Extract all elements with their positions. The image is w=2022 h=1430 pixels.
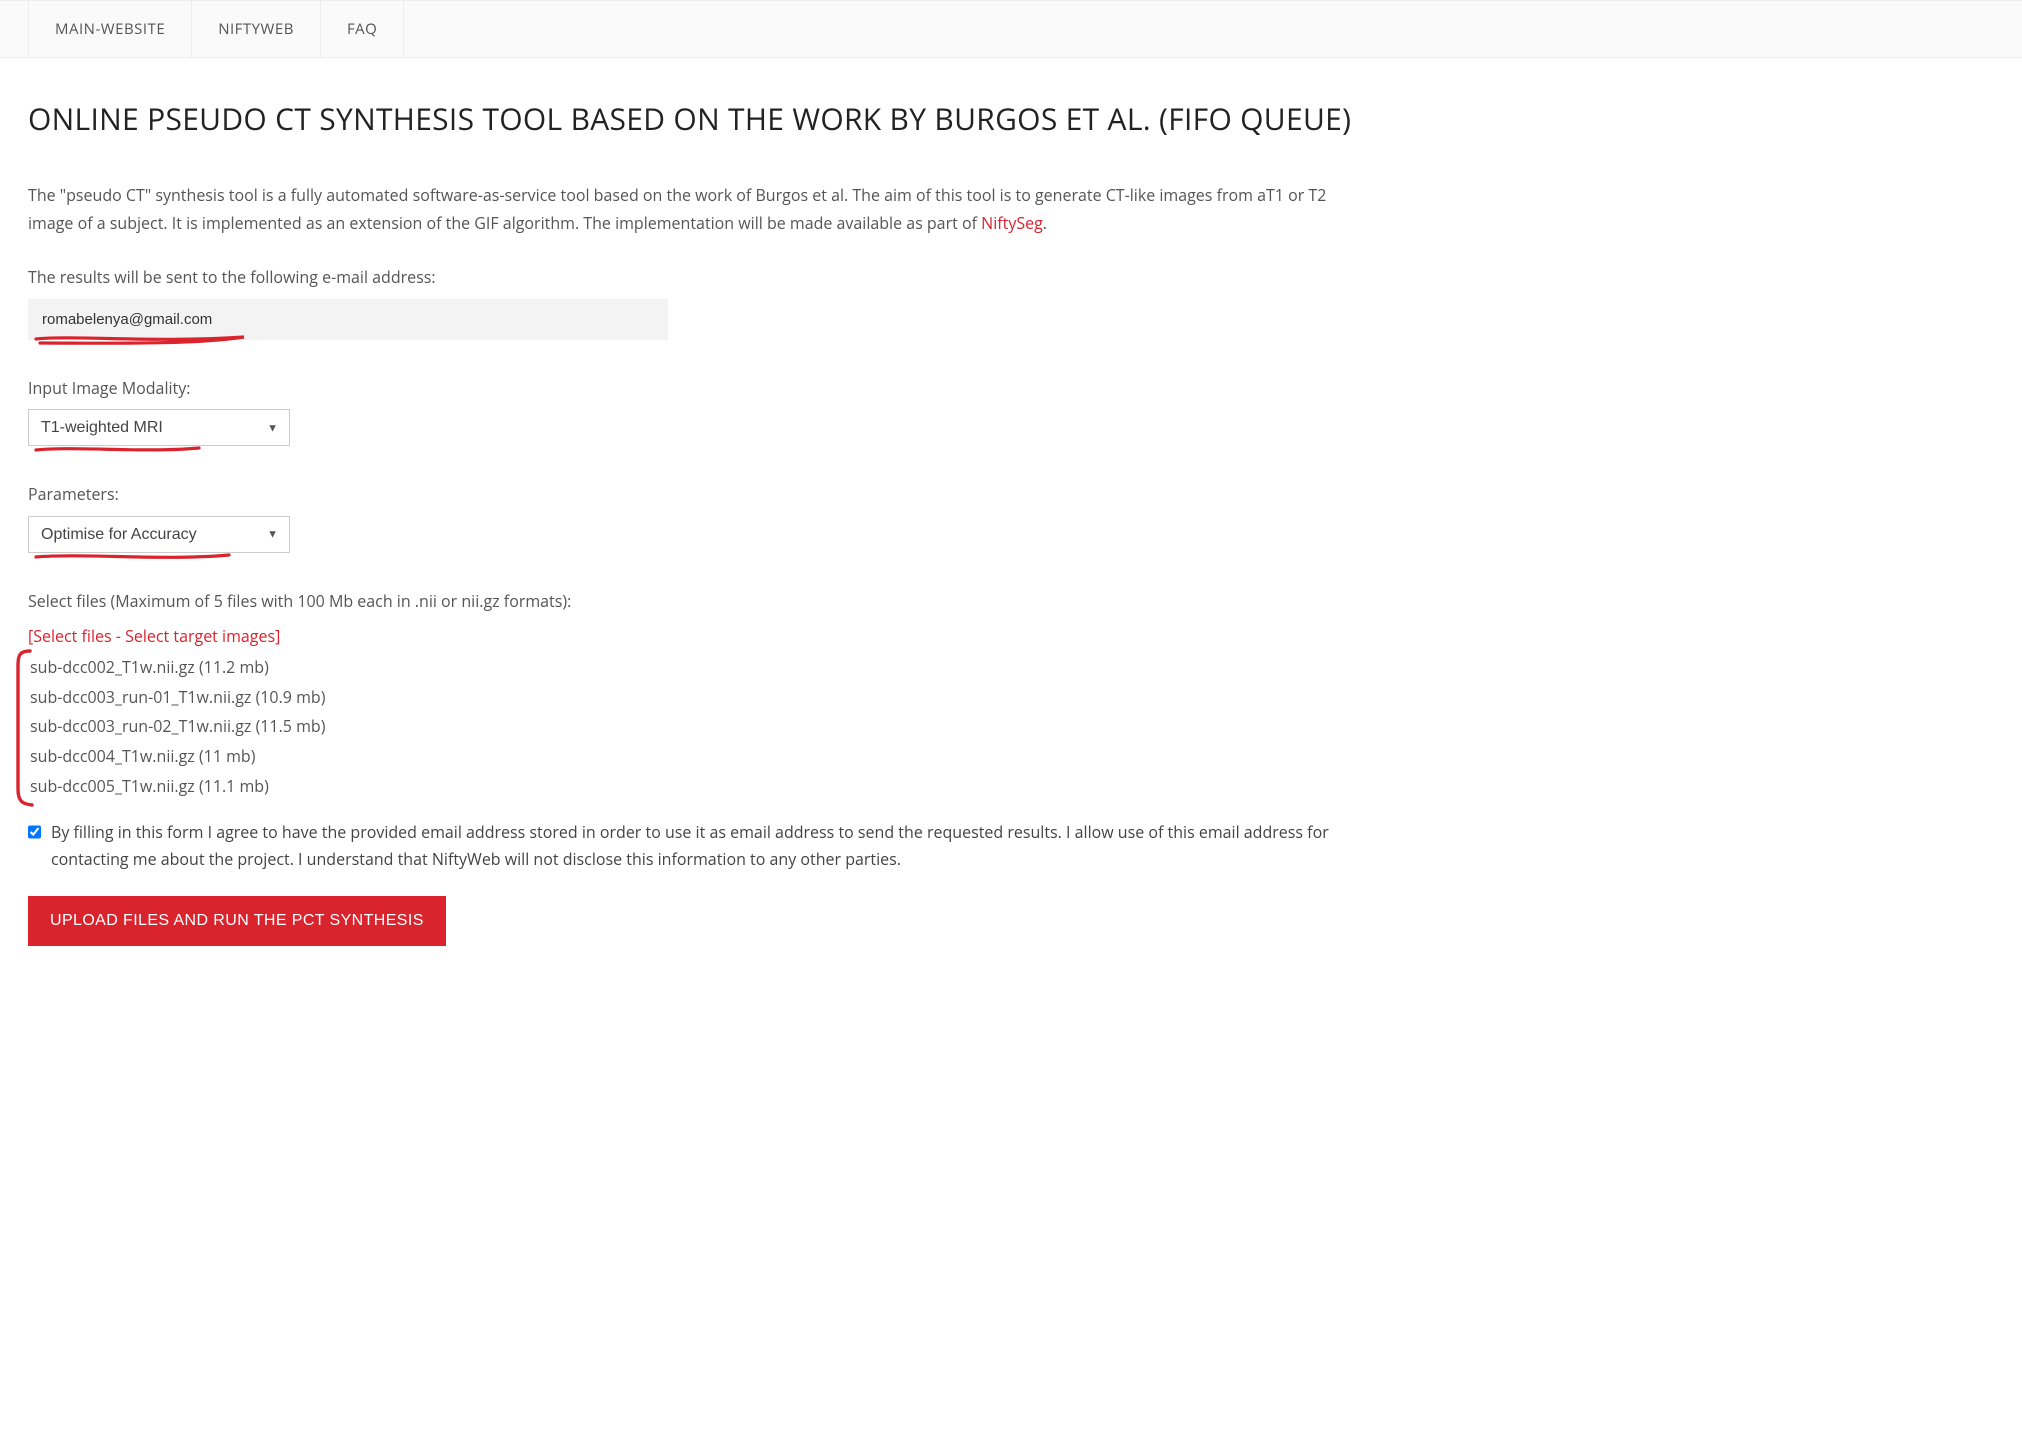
intro-paragraph: The "pseudo CT" synthesis tool is a full…: [28, 181, 1352, 237]
files-label: Select files (Maximum of 5 files with 10…: [28, 589, 1352, 615]
nav-tab-main-website[interactable]: MAIN-WEBSITE: [28, 1, 192, 57]
file-row: sub-dcc003_run-02_T1w.nii.gz (11.5 mb): [30, 712, 1352, 742]
params-select[interactable]: Optimise for Accuracy: [28, 516, 290, 553]
params-section: Parameters: Optimise for Accuracy: [28, 482, 1352, 553]
page-title: ONLINE PSEUDO CT SYNTHESIS TOOL BASED ON…: [28, 98, 1352, 139]
select-files-link[interactable]: [Select files - Select target images]: [28, 622, 1352, 651]
intro-text: The "pseudo CT" synthesis tool is a full…: [28, 184, 1326, 234]
files-section: Select files (Maximum of 5 files with 10…: [28, 589, 1352, 801]
email-label: The results will be sent to the followin…: [28, 265, 1352, 291]
consent-checkbox[interactable]: [28, 825, 41, 839]
file-row: sub-dcc002_T1w.nii.gz (11.2 mb): [30, 653, 1352, 683]
modality-label: Input Image Modality:: [28, 376, 1352, 402]
top-nav: MAIN-WEBSITE NIFTYWEB FAQ: [0, 0, 2022, 58]
niftyseg-link[interactable]: NiftySeg: [981, 212, 1043, 234]
params-label: Parameters:: [28, 482, 1352, 508]
file-row: sub-dcc004_T1w.nii.gz (11 mb): [30, 742, 1352, 772]
nav-tab-niftyweb[interactable]: NIFTYWEB: [192, 1, 321, 57]
file-row: sub-dcc005_T1w.nii.gz (11.1 mb): [30, 772, 1352, 802]
modality-select[interactable]: T1-weighted MRI: [28, 409, 290, 446]
email-section: The results will be sent to the followin…: [28, 265, 1352, 340]
submit-button[interactable]: UPLOAD FILES AND RUN THE PCT SYNTHESIS: [28, 896, 446, 946]
file-row: sub-dcc003_run-01_T1w.nii.gz (10.9 mb): [30, 683, 1352, 713]
email-input[interactable]: [28, 299, 668, 340]
intro-suffix: .: [1043, 212, 1047, 234]
consent-text: By filling in this form I agree to have …: [51, 819, 1352, 873]
nav-tab-faq[interactable]: FAQ: [321, 1, 404, 57]
consent-row: By filling in this form I agree to have …: [28, 819, 1352, 873]
file-list: sub-dcc002_T1w.nii.gz (11.2 mb) sub-dcc0…: [28, 653, 1352, 801]
modality-section: Input Image Modality: T1-weighted MRI: [28, 376, 1352, 447]
